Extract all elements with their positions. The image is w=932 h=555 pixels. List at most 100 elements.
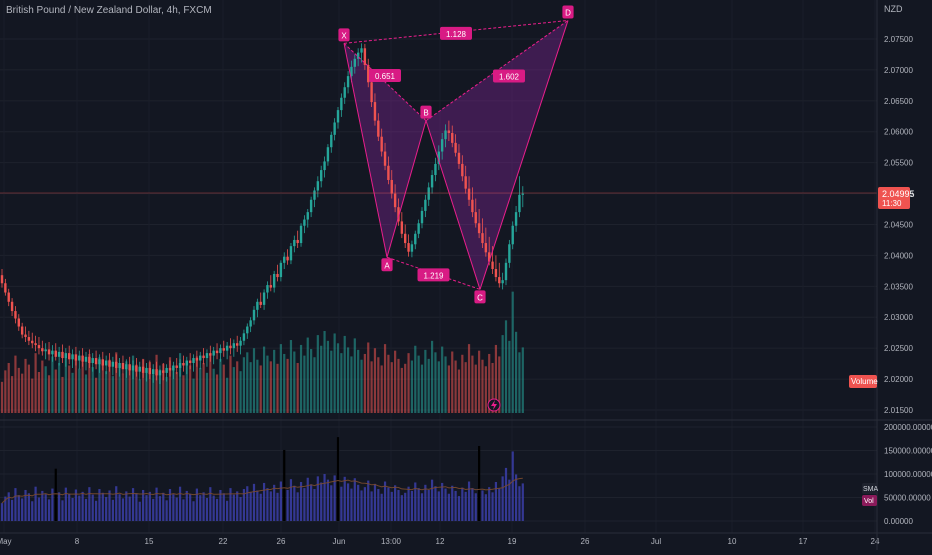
volume-pane-bar [481,490,484,521]
volume-bar [54,369,57,413]
volume-pane: 200000.00000 150000.00000 100000.00000 5000… [0,423,932,526]
alert-icon[interactable] [487,398,501,412]
candle-body [188,360,192,364]
candle-body [501,280,504,284]
volume-pane-bar [58,492,61,521]
candle-body [131,365,135,371]
volume-bar [215,374,219,413]
volume-pane-bar [91,494,94,521]
volume-pane-bar [54,468,57,521]
volume-bar [336,343,340,413]
volume-tag-bg [849,375,877,388]
candle-body [306,212,309,220]
pattern-point-c-bg [474,290,486,304]
candle-body [313,190,316,200]
candle-body [276,273,279,278]
volume-bar [185,360,188,413]
volume-bar [404,363,407,413]
volume-pane-bar [68,493,71,521]
volume-bar [24,358,27,413]
volume-bar [283,353,286,413]
pattern-point-x-bg [338,28,350,42]
volume-pane-bar [370,491,373,521]
volume-pane-bar [199,495,202,521]
volume-bar [363,353,366,413]
volume-pane-bar [407,486,410,521]
volume-bar [420,364,424,413]
candle-body [152,369,155,375]
candle-body [420,210,424,224]
volume-bar [330,350,333,413]
candle-body [393,193,397,208]
volume-pane-bar [404,492,407,521]
volume-bar [239,371,242,413]
candle-body [498,277,501,284]
candle-body [98,359,101,365]
candle-body [454,142,457,153]
volume-bar [380,365,383,413]
candle-body [514,212,518,226]
volume-bar [108,359,111,413]
candle-body [286,256,289,261]
price-tick-label: 2.02500 [884,344,913,353]
leg-bc [425,120,481,290]
volume-pane-bar [387,487,390,521]
volume-bar [4,370,7,413]
candle-body [504,262,508,281]
volume-pane-bar [226,500,229,521]
candle-body [474,212,477,224]
candle-body [283,256,286,263]
volume-pane-bar [286,489,289,521]
volume-bar [199,367,202,413]
time-tick-label: 26 [277,537,286,546]
candle-body [64,353,68,359]
candle-body [178,363,182,368]
price-tick-label: 2.06000 [884,128,913,137]
volume-pane-bar [340,486,343,521]
volume-tick-label: 0.00000 [884,517,913,526]
volume-pane-bar [488,487,491,521]
volume-bar [111,376,114,413]
volume-pane-bar [400,495,403,521]
ratio-xb-bg [369,68,401,82]
candle-body [118,363,121,368]
volume-bar [481,359,484,413]
candle-body [215,350,219,354]
volume-pane-bar [441,482,444,521]
volume-bar [461,354,464,413]
volume-bar [306,337,309,413]
candle-body [266,285,269,293]
candle-body [262,292,266,305]
volume-bar [437,361,440,413]
candle-body [293,239,296,247]
candle-body [199,355,202,361]
ratio-ac-bg [417,268,450,282]
volume-bar [145,367,148,413]
volume-bar [377,357,380,413]
volume-pane-bar [397,489,400,521]
candle-body [209,353,212,356]
diag-ac [386,256,481,290]
volume-bar [299,344,303,413]
volume-bar [125,361,128,413]
candle-body [101,359,104,366]
volume-pane-bar [350,488,353,521]
volume-pane-bar [155,487,158,521]
volume-bar [219,358,222,413]
volume-pane-bar [21,498,24,521]
volume-bar [343,335,346,413]
pattern-labels: X A B C D 0.651 1.219 1.602 1.128 [338,5,574,304]
volume-pane-bar [289,479,293,521]
volume-pane-bar [78,495,81,521]
volume-tick-label: 100000.00000 [884,470,932,479]
volume-pane-bar [511,451,514,521]
time-tick-label: Jun [333,537,346,546]
volume-pane-bar [162,492,165,521]
volume-bar [61,376,64,413]
volume-bar [31,378,34,413]
candle-body [494,269,498,278]
volume-pane-bar [444,488,447,521]
volume-bar [451,351,454,413]
candle-body [430,175,434,188]
